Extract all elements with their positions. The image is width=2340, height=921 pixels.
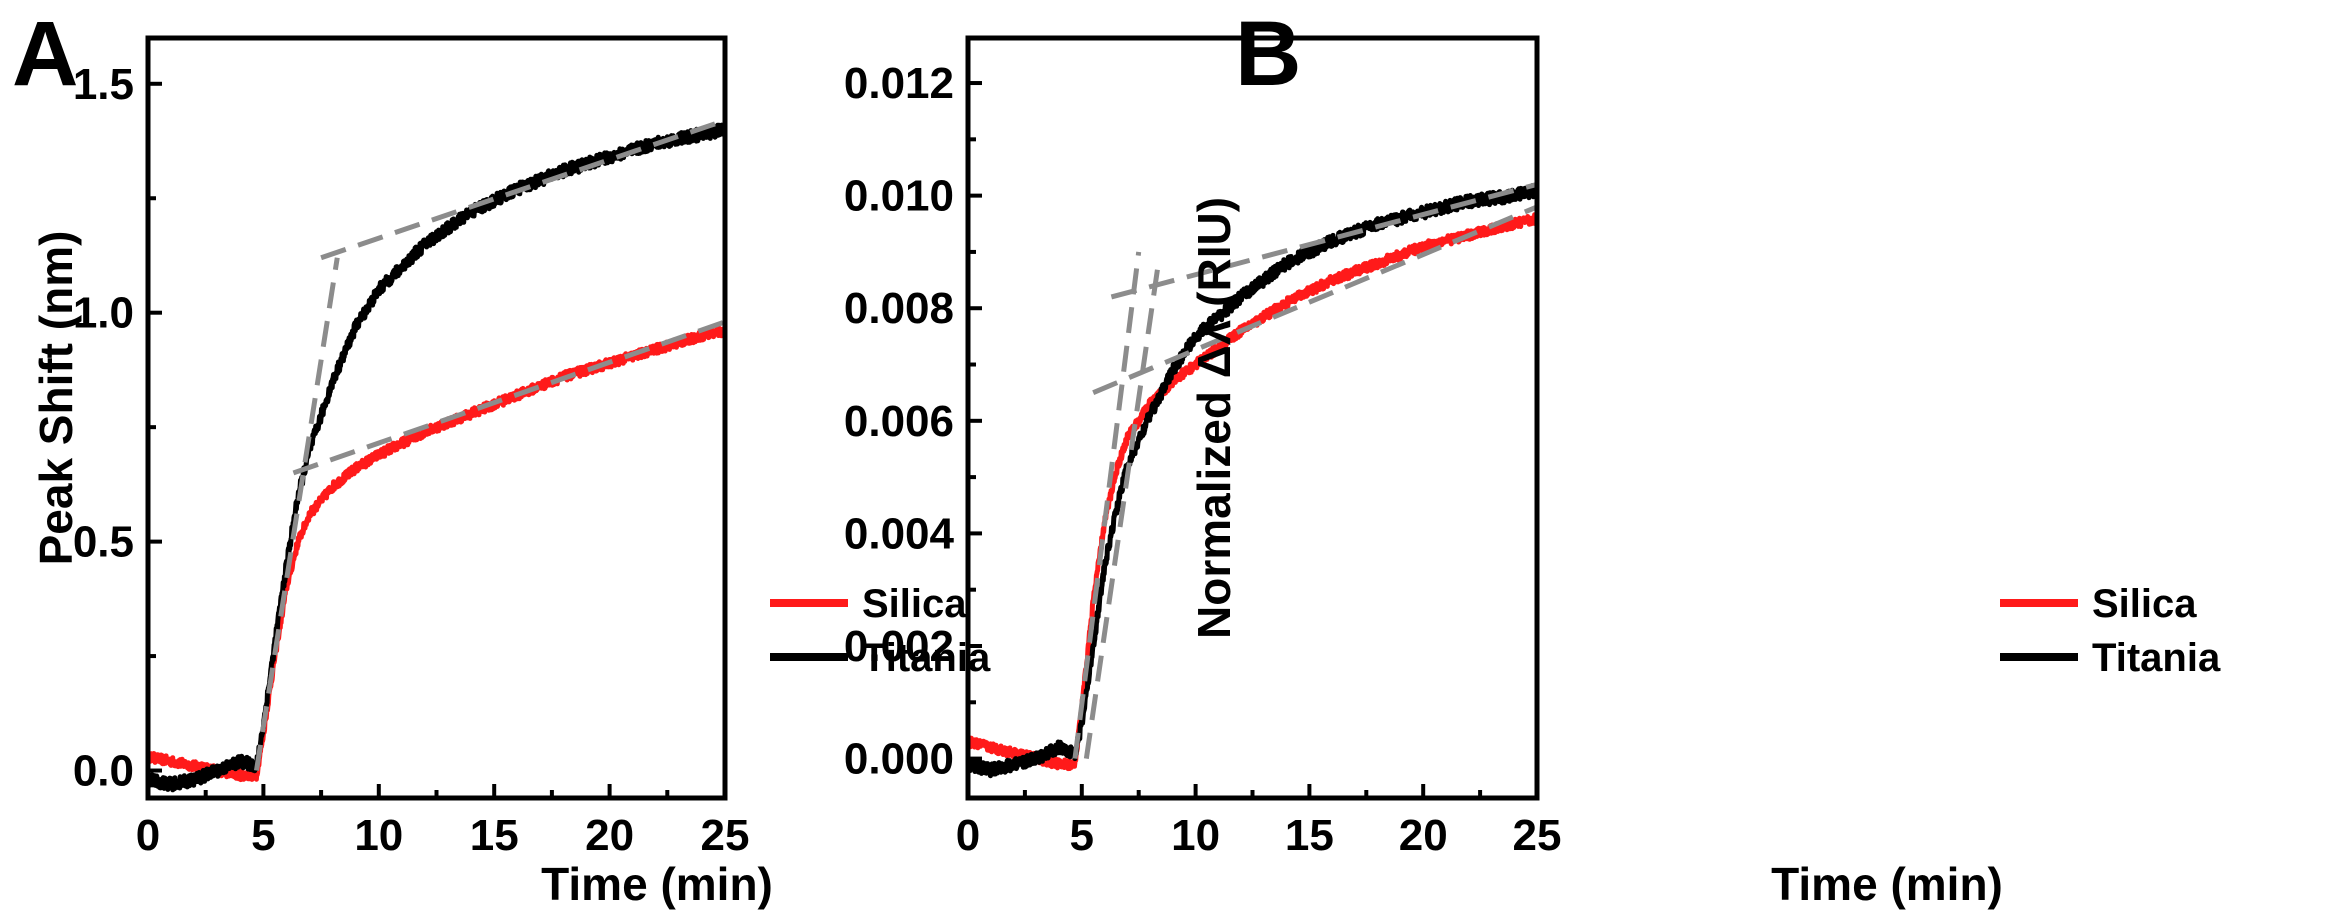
panel-a-series-layer bbox=[148, 118, 725, 793]
panel-a-series-titania bbox=[148, 122, 725, 793]
panel-a-x-tick-label: 15 bbox=[470, 811, 519, 860]
panel-a-y-tick-label: 0.0 bbox=[73, 747, 134, 796]
panel-b-legend-label-silica: Silica bbox=[2092, 582, 2197, 626]
panel-b-y-tick-label: 0.002 bbox=[844, 622, 954, 671]
panel-b-y-tick-label: 0.004 bbox=[844, 509, 955, 558]
panel-a-fit-line-1 bbox=[254, 257, 340, 771]
panel-a-x-tick-label: 25 bbox=[701, 811, 750, 860]
panel-b-y-tick-label: 0.010 bbox=[844, 172, 954, 221]
panel-a-legend-label-silica: Silica bbox=[862, 582, 967, 626]
panel-a-plot-area: 0 5 10 15 20 25 0.0 0.5 1.0 1.5 bbox=[73, 35, 750, 860]
panel-b-fit-line-2 bbox=[1083, 257, 1162, 759]
panel-b-fit-line-4 bbox=[1092, 204, 1537, 395]
panel-b-fit-line-1 bbox=[1072, 251, 1142, 759]
panel-b-x-tick-label: 0 bbox=[956, 811, 980, 860]
panel-a-x-tick-label: 10 bbox=[354, 811, 403, 860]
panel-b-y-axis-title: Normalized Δλ (RIU) bbox=[1188, 197, 1240, 639]
panel-a-series-silica bbox=[148, 326, 725, 783]
panel-b-legend: Silica Titania bbox=[2000, 582, 2221, 680]
panel-a-fit-line-2 bbox=[320, 118, 725, 261]
panel-b-y-tick-label: 0.006 bbox=[844, 397, 954, 446]
panel-b-plot-area: 0 5 10 15 20 25 0.000 0.002 0.004 0.006 0.008 0.010… bbox=[844, 35, 1562, 860]
panel-a: A 0 5 10 15 20 25 0.0 0.5 1.0 1.5 Time (min) Peak… bbox=[12, 3, 991, 910]
panel-b-y-tick-label: 0.000 bbox=[844, 735, 954, 784]
panel-b-axes-frame bbox=[965, 35, 1540, 801]
panel-b-y-tick-label: 0.012 bbox=[844, 59, 954, 108]
panel-b-x-tick-label: 5 bbox=[1070, 811, 1094, 860]
panel-b-legend-label-titania: Titania bbox=[2092, 636, 2221, 680]
panel-a-x-tick-label: 5 bbox=[251, 811, 275, 860]
panel-b-x-tick-label: 20 bbox=[1399, 811, 1448, 860]
panel-a-y-tick-label: 1.5 bbox=[73, 60, 134, 109]
panel-b-x-axis-title: Time (min) bbox=[1771, 858, 2003, 910]
panel-a-y-tick-label: 1.0 bbox=[73, 289, 134, 338]
panel-b-x-tick-label: 15 bbox=[1285, 811, 1334, 860]
panel-b-x-tick-label: 10 bbox=[1171, 811, 1220, 860]
panel-b: B 0 5 10 15 20 25 0.000 0.002 0.004 0.006 0.008 0.0… bbox=[844, 3, 2221, 910]
panel-b-y-tick-label: 0.008 bbox=[844, 284, 954, 333]
panel-b-x-tick-label: 25 bbox=[1513, 811, 1562, 860]
panel-a-x-tick-label: 20 bbox=[585, 811, 634, 860]
panel-a-y-axis-title: Peak Shift (nm) bbox=[30, 231, 82, 566]
panel-b-series-layer bbox=[968, 181, 1537, 779]
panel-b-series-titania bbox=[968, 183, 1537, 779]
panel-b-fit-line-3 bbox=[1110, 181, 1537, 300]
panel-a-y-tick-label: 0.5 bbox=[73, 518, 134, 567]
panel-a-letter: A bbox=[12, 3, 78, 105]
panel-b-letter: B bbox=[1235, 3, 1301, 105]
panel-a-x-tick-label: 0 bbox=[136, 811, 160, 860]
panel-a-x-axis-title: Time (min) bbox=[541, 858, 773, 910]
panel-b-series-silica bbox=[968, 212, 1537, 772]
